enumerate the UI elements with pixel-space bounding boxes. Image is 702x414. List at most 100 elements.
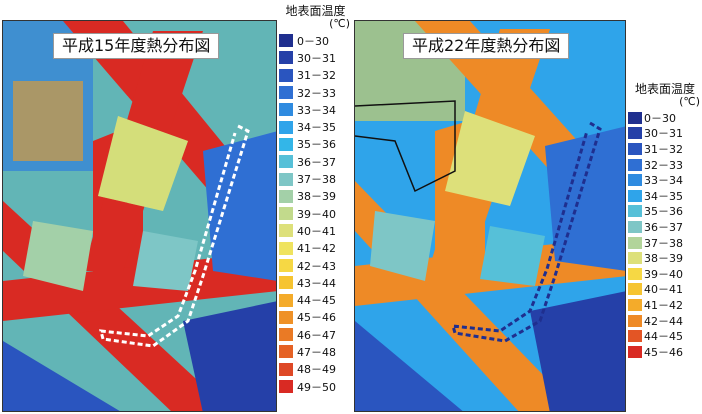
legend-row: 32－33: [628, 157, 702, 173]
legend-swatch: [628, 189, 642, 202]
legend-swatch: [279, 34, 293, 48]
legend-range-label: 36－37: [297, 155, 336, 169]
legend-row: 45－46: [279, 309, 352, 326]
legend-swatch: [628, 127, 642, 140]
legend-heading: 地表面温度: [285, 4, 346, 18]
legend-range-label: 31－32: [644, 142, 683, 156]
legend-range-label: 38－39: [644, 252, 683, 266]
legend-swatch: [279, 51, 293, 65]
legend-row: 46－47: [279, 326, 352, 343]
legend-range-label: 45－46: [644, 345, 683, 359]
legend-list: 0－30 30－31 31－32 32－33 33－34 34－35 35－36 36－37 3…: [628, 110, 702, 360]
legend-swatch: [279, 362, 293, 376]
temperature-legend-2003: 地表面温度 (℃) 0－30 30－31 31－32 32－33 33－34 34－35 3…: [279, 4, 352, 395]
legend-row: 0－30: [628, 110, 702, 126]
legend-swatch: [279, 137, 293, 151]
legend-row: 48－49: [279, 361, 352, 378]
legend-range-label: 35－36: [297, 138, 336, 152]
legend-swatch: [628, 158, 642, 171]
legend-unit: (℃): [329, 17, 350, 30]
legend-swatch: [279, 345, 293, 359]
legend-row: 47－48: [279, 343, 352, 360]
legend-row: 35－36: [628, 204, 702, 220]
legend-swatch: [279, 259, 293, 272]
legend-range-label: 40－41: [297, 224, 336, 238]
legend-row: 38－39: [279, 188, 352, 205]
legend-range-label: 33－34: [644, 174, 683, 188]
legend-swatch: [279, 120, 293, 134]
legend-swatch: [628, 174, 642, 187]
legend-row: 42－44: [628, 313, 702, 329]
legend-row: 30－31: [279, 49, 352, 66]
legend-row: 39－40: [279, 205, 352, 222]
legend-range-label: 45－46: [297, 311, 336, 325]
legend-swatch: [279, 276, 293, 290]
map-title-2010: 平成22年度熱分布図: [403, 33, 570, 59]
legend-row: 34－35: [279, 118, 352, 135]
legend-swatch: [628, 298, 642, 311]
legend-row: 34－35: [628, 188, 702, 204]
legend-row: 40－41: [279, 222, 352, 239]
legend-row: 30－31: [628, 126, 702, 142]
legend-row: 31－32: [279, 67, 352, 84]
heat-map-2003: 平成15年度熱分布図: [2, 20, 277, 412]
legend-row: 37－38: [279, 170, 352, 187]
legend-range-label: 37－38: [644, 236, 683, 250]
legend-row: 0－30: [279, 32, 352, 49]
heat-map-2010: 平成22年度熱分布図: [354, 20, 626, 412]
legend-range-label: 42－44: [644, 314, 683, 328]
legend-swatch: [279, 328, 293, 342]
legend-range-label: 39－40: [297, 207, 336, 221]
legend-range-label: 44－45: [644, 330, 683, 344]
legend-range-label: 38－39: [297, 190, 336, 204]
legend-range-label: 41－42: [297, 242, 336, 256]
legend-range-label: 35－36: [644, 205, 683, 219]
legend-swatch: [279, 103, 293, 117]
legend-range-label: 37－38: [297, 173, 336, 187]
legend-row: 31－32: [628, 141, 702, 157]
legend-row: 37－38: [628, 235, 702, 251]
legend-range-label: 30－31: [644, 127, 683, 141]
legend-swatch: [279, 172, 293, 186]
legend-row: 33－34: [279, 101, 352, 118]
legend-row: 45－46: [628, 344, 702, 360]
legend-swatch: [279, 241, 293, 255]
legend-swatch: [628, 267, 642, 280]
legend-row: 44－45: [628, 328, 702, 344]
legend-row: 36－37: [628, 219, 702, 235]
legend-range-label: 47－48: [297, 345, 336, 359]
legend-row: 44－45: [279, 291, 352, 308]
legend-swatch: [628, 252, 642, 265]
legend-swatch: [628, 220, 642, 233]
legend-row: 39－40: [628, 266, 702, 282]
legend-range-label: 34－35: [297, 121, 336, 135]
legend-swatch: [279, 380, 293, 394]
legend-range-label: 32－33: [297, 86, 336, 100]
legend-swatch: [628, 236, 642, 249]
legend-row: 41－42: [279, 240, 352, 257]
legend-unit: (℃): [679, 95, 700, 108]
legend-row: 49－50: [279, 378, 352, 395]
temperature-legend-2010: 地表面温度 (℃) 0－30 30－31 31－32 32－33 33－34 34－35 3…: [628, 82, 702, 360]
legend-range-label: 36－37: [644, 220, 683, 234]
legend-list: 0－30 30－31 31－32 32－33 33－34 34－35 35－36 36－37 3…: [279, 32, 352, 395]
legend-range-label: 41－42: [644, 298, 683, 312]
legend-row: 36－37: [279, 153, 352, 170]
legend-swatch: [279, 293, 293, 307]
legend-range-label: 43－44: [297, 276, 336, 290]
legend-swatch: [279, 86, 293, 100]
legend-swatch: [279, 189, 293, 203]
legend-range-label: 34－35: [644, 189, 683, 203]
legend-range-label: 44－45: [297, 294, 336, 308]
legend-range-label: 46－47: [297, 328, 336, 342]
legend-swatch: [628, 111, 642, 124]
legend-swatch: [279, 68, 293, 82]
legend-row: 38－39: [628, 250, 702, 266]
legend-range-label: 39－40: [644, 267, 683, 281]
legend-range-label: 0－30: [644, 111, 676, 125]
legend-row: 40－41: [628, 282, 702, 298]
legend-range-label: 31－32: [297, 69, 336, 83]
legend-swatch: [628, 283, 642, 296]
heat-map-2010-image: [355, 21, 625, 411]
legend-range-label: 40－41: [644, 283, 683, 297]
